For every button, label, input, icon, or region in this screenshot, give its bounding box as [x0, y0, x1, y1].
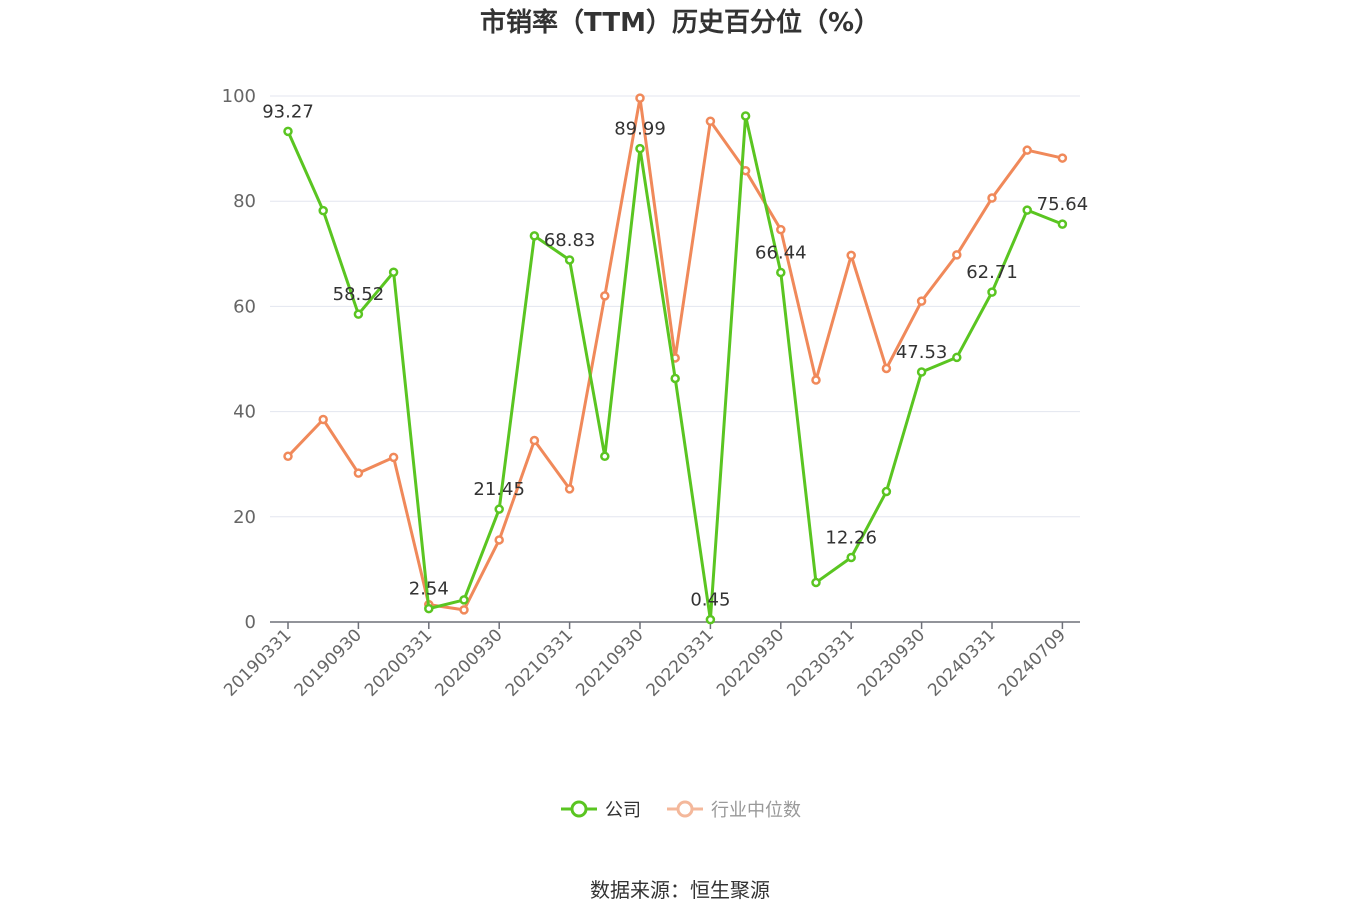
data-label-company: 21.45 [473, 479, 525, 500]
data-point-industry-median[interactable] [811, 375, 821, 385]
y-tick-label: 0 [245, 612, 256, 633]
data-point-industry-median[interactable] [1022, 145, 1032, 155]
data-point-company[interactable] [705, 614, 716, 625]
x-tick-label: 20210331 [502, 625, 577, 700]
data-label-company: 0.45 [690, 590, 730, 611]
data-point-industry-median[interactable] [846, 250, 856, 261]
x-tick-label: 20220930 [713, 625, 788, 700]
data-point-industry-median[interactable] [600, 291, 610, 301]
chart-title: 市销率（TTM）历史百分位（%） [480, 8, 880, 38]
legend-marker-industry-median-icon [667, 800, 703, 818]
data-point-company[interactable] [670, 373, 680, 384]
data-labels: 93.27 58.52 2.54 21.45 68.83 89.99 0.45 66.44 12… [262, 101, 1088, 610]
data-point-company[interactable] [916, 367, 927, 377]
series-lines [283, 93, 1068, 625]
data-point-industry-median[interactable] [353, 468, 364, 478]
legend-label-industry-median: 行业中位数 [711, 800, 801, 821]
x-tick-label: 20200930 [431, 625, 506, 700]
x-tick-label: 20230930 [854, 625, 929, 700]
data-point-company[interactable] [424, 603, 434, 614]
x-tick-label: 20200331 [361, 625, 436, 700]
data-point-industry-median[interactable] [776, 224, 786, 235]
data-point-industry-median[interactable] [564, 484, 575, 494]
data-point-company[interactable] [459, 595, 469, 605]
data-point-company[interactable] [776, 267, 786, 278]
legend-item-company[interactable]: 公司 [559, 796, 641, 822]
grid-lines [270, 95, 1080, 518]
x-tick-label: 20240331 [924, 625, 999, 700]
x-tick-label: 20240709 [995, 625, 1070, 700]
x-tick-label: 20190930 [291, 625, 366, 700]
data-point-industry-median[interactable] [987, 193, 997, 203]
data-label-company: 62.71 [966, 262, 1018, 283]
data-point-industry-median[interactable] [283, 451, 293, 462]
legend-marker-company-icon [561, 800, 597, 818]
data-point-company[interactable] [740, 111, 751, 121]
data-point-industry-median[interactable] [635, 93, 645, 103]
data-point-industry-median[interactable] [952, 250, 962, 260]
data-point-industry-median[interactable] [529, 435, 540, 446]
data-point-company[interactable] [388, 267, 399, 277]
legend-item-industry-median[interactable]: 行业中位数 [665, 796, 801, 822]
data-point-company[interactable] [987, 287, 997, 297]
y-tick-label: 40 [233, 402, 256, 423]
data-point-company[interactable] [494, 504, 504, 514]
data-point-company[interactable] [881, 486, 892, 497]
data-label-company: 89.99 [614, 119, 666, 140]
data-label-company: 66.44 [755, 243, 807, 264]
data-label-company: 75.64 [1037, 194, 1089, 215]
data-point-company[interactable] [952, 352, 962, 363]
series-line-company [286, 114, 1063, 622]
data-point-industry-median[interactable] [388, 452, 399, 463]
y-tick-label: 80 [233, 191, 256, 212]
y-tick-label: 100 [222, 86, 256, 107]
legend-label-company: 公司 [605, 800, 641, 821]
legend: 公司 行业中位数 [0, 796, 1360, 822]
data-point-industry-median[interactable] [916, 296, 927, 306]
data-label-company: 47.53 [896, 342, 948, 363]
data-point-industry-median[interactable] [705, 116, 716, 126]
data-point-company[interactable] [811, 577, 821, 588]
data-point-company[interactable] [283, 126, 293, 137]
data-point-company[interactable] [600, 451, 610, 462]
data-point-industry-median[interactable] [459, 605, 469, 615]
data-point-company[interactable] [846, 552, 856, 563]
data-point-company[interactable] [529, 231, 540, 241]
y-tick-label: 60 [233, 296, 256, 317]
data-point-company[interactable] [1022, 205, 1032, 215]
data-point-company[interactable] [635, 143, 645, 154]
data-point-industry-median[interactable] [494, 535, 504, 545]
x-tick-label: 20190331 [220, 625, 295, 700]
x-tick-label: 20230331 [783, 625, 858, 700]
data-label-company: 93.27 [262, 101, 314, 122]
data-point-company[interactable] [353, 309, 364, 319]
data-point-industry-median[interactable] [318, 414, 328, 425]
y-tick-label: 20 [233, 507, 256, 528]
data-label-company: 68.83 [544, 230, 596, 251]
data-point-industry-median[interactable] [1057, 153, 1068, 163]
data-label-company: 2.54 [409, 579, 449, 600]
data-point-company[interactable] [564, 255, 575, 265]
data-point-company[interactable] [318, 205, 328, 216]
data-point-industry-median[interactable] [881, 363, 892, 374]
data-label-company: 12.26 [825, 528, 877, 549]
x-tick-label: 20220331 [643, 625, 718, 700]
data-point-company[interactable] [1057, 219, 1068, 229]
data-source: 数据来源：恒生聚源 [590, 878, 770, 902]
data-label-company: 58.52 [333, 284, 385, 305]
x-tick-label: 20210930 [572, 625, 647, 700]
